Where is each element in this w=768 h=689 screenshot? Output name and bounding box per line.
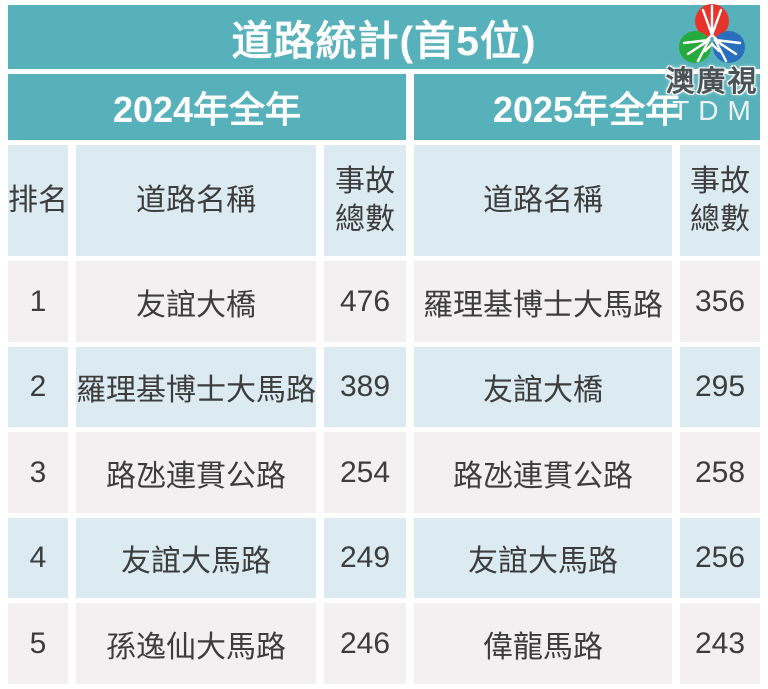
title-row: 道路統計(首5位) [8,5,761,69]
table-row: 5 孫逸仙大馬路 246 偉龍馬路 243 [8,603,761,684]
column-header-rank: 排名 [8,145,68,257]
rank-cell: 2 [8,346,68,428]
rank-cell: 3 [8,432,68,513]
road-cell-2024: 友誼大馬路 [76,517,316,599]
column-header-total-2024: 事故總數 [324,145,406,257]
road-cell-2025: 路氹連貫公路 [414,432,672,513]
total-cell-2025: 295 [680,346,761,428]
total-cell-2025: 256 [680,517,761,599]
road-cell-2024: 孫逸仙大馬路 [76,603,316,684]
table-row: 2 羅理基博士大馬路 389 友誼大橋 295 [8,346,761,428]
group-header-row: 2024年全年 2025年全年 [8,73,761,141]
road-cell-2025: 友誼大橋 [414,346,672,428]
road-cell-2024: 羅理基博士大馬路 [76,346,316,428]
column-header-total-2025: 事故總數 [680,145,761,257]
road-cell-2025: 友誼大馬路 [414,517,672,599]
tdm-logo: 澳廣視 TDM [658,2,766,125]
total-cell-2024: 476 [324,261,406,342]
total-cell-2024: 246 [324,603,406,684]
road-cell-2024: 路氹連貫公路 [76,432,316,513]
rank-cell: 4 [8,517,68,599]
road-cell-2025: 偉龍馬路 [414,603,672,684]
tdm-logo-icon [679,4,745,63]
rank-cell: 5 [8,603,68,684]
table-row: 1 友誼大橋 476 羅理基博士大馬路 356 [8,261,761,342]
page-title: 道路統計(首5位) [8,5,761,69]
total-cell-2024: 254 [324,432,406,513]
road-cell-2025: 羅理基博士大馬路 [414,261,672,342]
total-cell-2025: 258 [680,432,761,513]
group-header-2025: 2025年全年 [414,73,761,141]
column-header-road-2024: 道路名稱 [76,145,316,257]
total-cell-2024: 389 [324,346,406,428]
total-cell-2025: 243 [680,603,761,684]
total-cell-2025: 356 [680,261,761,342]
rank-cell: 1 [8,261,68,342]
logo-text-en: TDM [672,95,760,126]
logo-text-cn: 澳廣視 [665,66,759,98]
total-cell-2024: 249 [324,517,406,599]
table-row: 3 路氹連貫公路 254 路氹連貫公路 258 [8,432,761,513]
table-row: 4 友誼大馬路 249 友誼大馬路 256 [8,517,761,599]
road-cell-2024: 友誼大橋 [76,261,316,342]
column-header-road-2025: 道路名稱 [414,145,672,257]
column-header-row: 排名 道路名稱 事故總數 道路名稱 事故總數 [8,145,761,257]
group-header-2024: 2024年全年 [8,73,406,141]
